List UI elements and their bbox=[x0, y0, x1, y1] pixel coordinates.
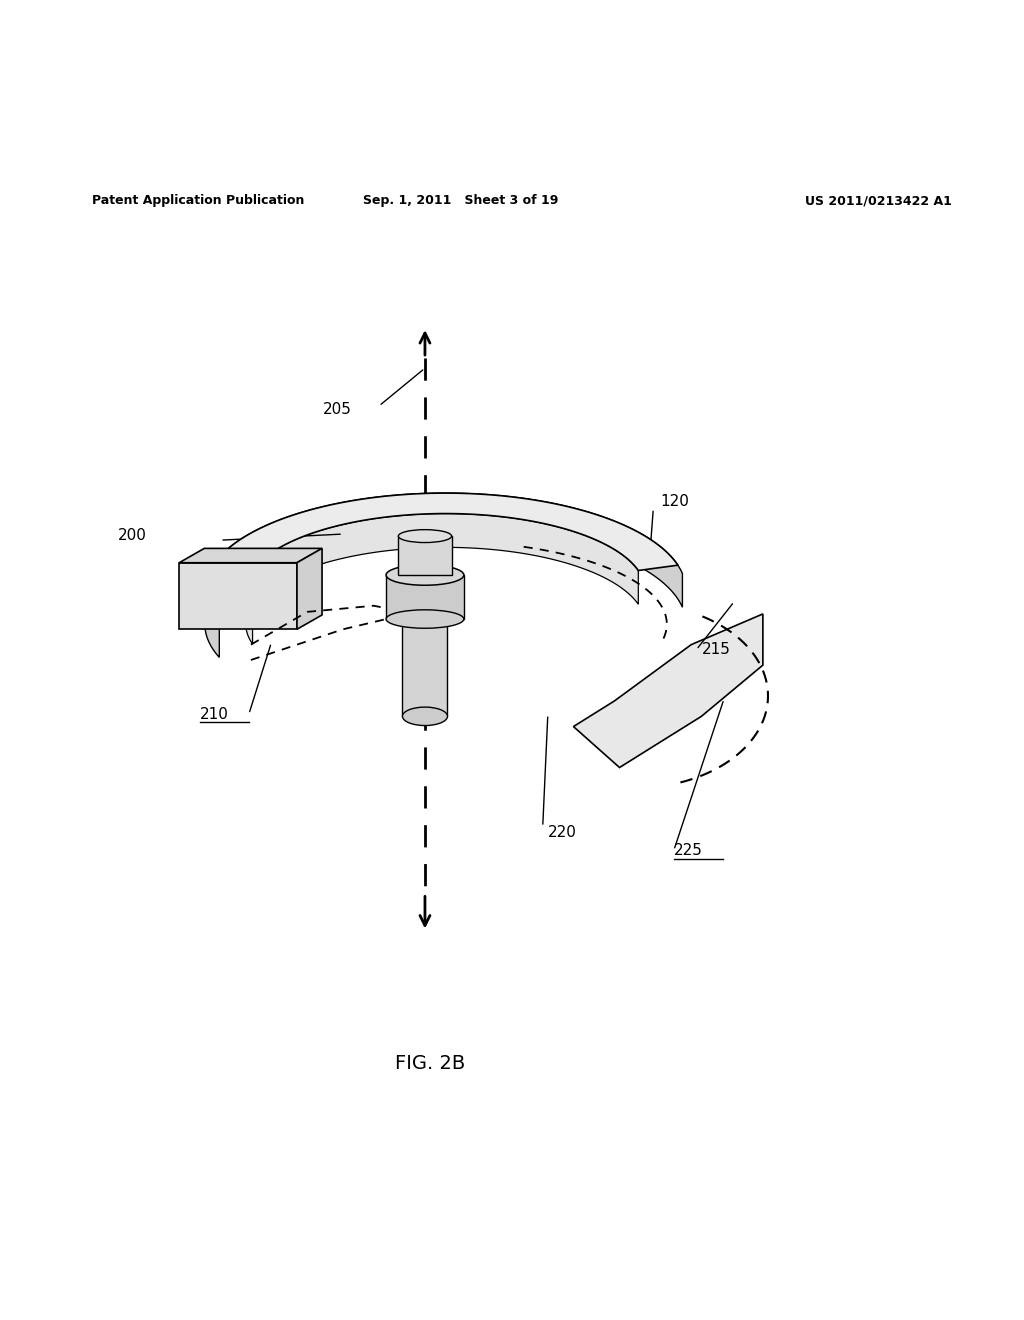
Ellipse shape bbox=[398, 529, 452, 543]
Text: 225: 225 bbox=[674, 843, 702, 858]
Text: 220: 220 bbox=[548, 825, 577, 840]
Polygon shape bbox=[386, 576, 464, 619]
Text: US 2011/0213422 A1: US 2011/0213422 A1 bbox=[806, 194, 952, 207]
Ellipse shape bbox=[402, 708, 447, 726]
Ellipse shape bbox=[386, 610, 464, 628]
Text: Patent Application Publication: Patent Application Publication bbox=[92, 194, 304, 207]
Polygon shape bbox=[402, 619, 447, 717]
Text: 205: 205 bbox=[323, 401, 351, 417]
Text: 200: 200 bbox=[118, 528, 146, 543]
Polygon shape bbox=[398, 536, 452, 576]
Polygon shape bbox=[205, 494, 682, 657]
Polygon shape bbox=[297, 548, 323, 630]
Polygon shape bbox=[179, 562, 297, 630]
Text: 120: 120 bbox=[660, 494, 689, 508]
Polygon shape bbox=[246, 513, 638, 644]
Text: 215: 215 bbox=[701, 643, 730, 657]
Text: FIG. 2B: FIG. 2B bbox=[395, 1055, 465, 1073]
Text: Sep. 1, 2011   Sheet 3 of 19: Sep. 1, 2011 Sheet 3 of 19 bbox=[364, 194, 558, 207]
Polygon shape bbox=[179, 548, 323, 562]
Ellipse shape bbox=[386, 565, 464, 585]
Text: 210: 210 bbox=[200, 706, 228, 722]
Polygon shape bbox=[573, 614, 763, 767]
Polygon shape bbox=[205, 494, 678, 615]
